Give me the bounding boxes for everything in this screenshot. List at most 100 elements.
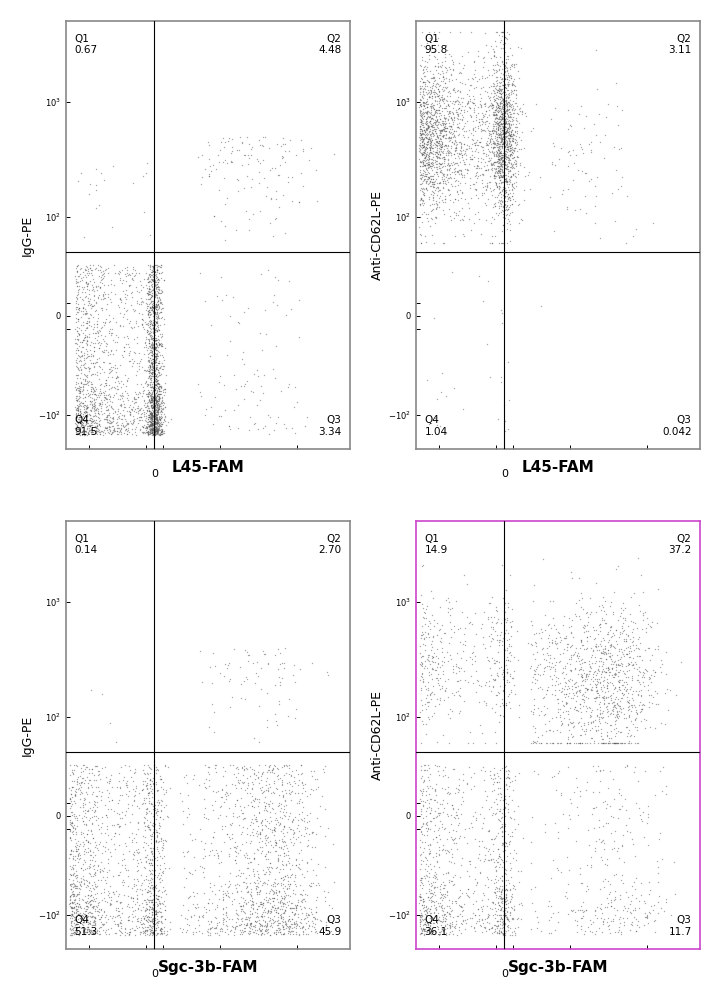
Point [259,922,270,938]
Point [130,764,141,780]
Point [77,306,89,322]
Point [474,917,485,933]
Point [432,59,443,75]
Point [506,773,518,789]
Point [499,882,510,898]
Point [580,641,592,657]
Point [492,97,503,113]
Point [452,207,464,223]
Point [150,405,162,421]
Point [447,661,459,677]
Point [84,257,96,273]
Point [146,420,157,436]
Point [91,364,102,380]
Point [420,150,431,166]
Point [94,395,105,411]
Point [541,645,553,661]
Point [267,890,278,906]
Point [157,840,169,856]
Point [565,117,576,133]
Point [502,191,513,207]
Point [92,421,104,437]
Point [221,883,233,899]
Point [150,359,162,375]
Point [497,187,509,203]
Point [236,901,248,917]
Point [218,139,229,155]
Point [445,918,456,934]
Point [226,139,237,155]
Point [497,95,508,111]
Point [74,421,86,437]
Point [273,883,285,899]
Point [581,604,593,620]
Point [154,418,165,434]
Point [146,343,158,359]
Point [415,73,426,89]
Point [425,882,437,898]
Point [482,62,494,78]
Point [426,877,438,893]
Point [436,796,448,812]
Point [547,156,558,172]
Point [177,816,189,832]
Point [312,875,324,891]
Point [141,800,153,816]
Point [151,382,163,398]
Point [490,228,501,244]
Point [128,353,140,369]
Point [149,326,160,342]
Point [131,920,143,936]
Point [76,760,87,776]
Point [68,909,79,925]
Point [609,139,620,155]
Point [146,302,158,318]
Point [482,44,494,60]
Point [489,123,500,139]
Point [245,794,257,810]
Point [451,183,463,199]
Point [441,157,452,173]
Point [491,129,503,145]
Point [301,807,312,823]
Point [248,762,260,778]
Point [491,110,503,126]
Point [499,610,510,626]
Point [110,380,121,396]
Point [147,389,159,405]
Point [419,122,430,138]
Point [504,763,516,779]
Point [619,917,630,933]
Point [497,91,509,107]
Point [70,335,81,351]
Point [146,846,158,862]
Point [619,622,630,638]
Point [429,858,441,874]
Point [123,800,134,816]
Point [70,306,81,322]
Point [472,170,483,186]
Point [494,888,505,904]
Point [557,697,569,713]
Point [500,823,511,839]
Point [429,72,441,88]
Point [500,776,511,792]
Point [490,602,502,618]
Point [71,843,82,859]
Point [417,816,429,832]
Point [98,884,110,900]
Point [273,409,284,425]
Point [146,409,158,425]
Point [278,807,290,823]
Point [503,913,514,929]
Point [119,419,131,435]
Point [454,906,466,922]
Point [415,164,426,180]
Point [140,925,151,941]
Point [146,408,158,424]
Point [111,423,123,439]
Point [433,130,444,146]
Point [260,795,271,811]
Point [152,293,164,309]
Point [104,889,115,905]
